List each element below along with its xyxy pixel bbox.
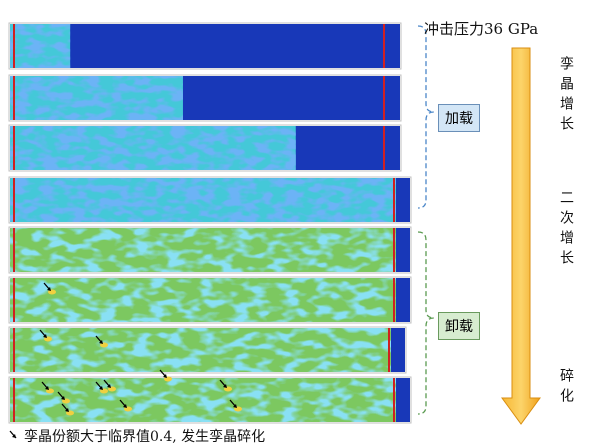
strip-end [396,278,410,322]
phase-label: 孪晶增长 [556,56,576,136]
strip-end [391,328,405,372]
twin-blobs [10,328,391,372]
twin-blobs [10,178,396,222]
strip-end [396,178,410,222]
twin-blobs [10,76,183,120]
loading-bracket [418,26,434,208]
strip-end [386,76,400,120]
strip-end [396,378,410,422]
twin-blobs [10,24,70,68]
pressure-arrow [502,48,540,424]
strip-end [386,126,400,170]
unloading-bracket [418,232,434,414]
strip-end [386,24,400,68]
phase-label: 二次增长 [556,190,576,270]
legend-text: 孪晶份额大于临界值0.4, 发生孪晶碎化 [24,426,265,446]
phase-label: 碎化 [556,368,576,408]
strip-end [396,228,410,272]
twin-blobs [10,228,396,272]
twin-blobs [10,278,396,322]
stage-box: 卸载 [438,312,480,340]
twin-blobs [10,126,296,170]
diagram [0,0,596,448]
stage-box: 加载 [438,104,480,132]
figure: 冲击压力36 GPa 加载 卸载 孪晶增长 二次增长 碎化 孪晶份额大于临界值0… [0,0,596,448]
title: 冲击压力36 GPa [424,18,538,39]
